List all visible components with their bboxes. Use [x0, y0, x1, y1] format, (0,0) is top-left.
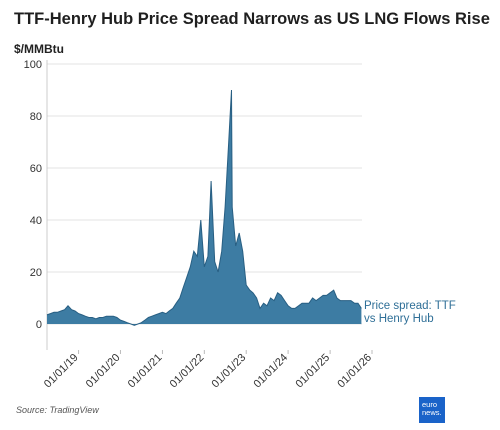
x-tick-label: 01/01/21: [126, 352, 165, 391]
x-tick-label: 01/01/23: [210, 352, 249, 391]
y-tick-label: 80: [30, 111, 42, 123]
x-tick-label: 01/01/25: [293, 352, 332, 391]
y-tick-label: 40: [30, 215, 42, 227]
x-tick-label: 01/01/20: [84, 352, 123, 391]
x-tick-label: 01/01/22: [168, 352, 207, 391]
area: [47, 90, 362, 326]
logo-text: euro: [422, 400, 438, 409]
y-tick-label: 20: [30, 267, 42, 279]
x-tick-label: 01/01/24: [251, 352, 290, 391]
x-tick-label: 01/01/19: [42, 352, 81, 391]
y-tick-label: 60: [30, 163, 42, 175]
source: Source: TradingView: [16, 405, 99, 415]
x-tick-label: 01/01/26: [335, 352, 374, 391]
y-tick-label: 100: [24, 59, 42, 71]
y-axis-label: $/MMBtu: [14, 42, 64, 56]
chart-title: TTF-Henry Hub Price Spread Narrows as US…: [14, 10, 490, 28]
logo: euro news.: [419, 397, 445, 423]
y-tick-label: 0: [36, 319, 42, 331]
logo-text: news.: [422, 408, 442, 417]
line: [46, 89, 362, 326]
series-label: Price spread: TTF vs Henry Hub: [364, 300, 456, 325]
